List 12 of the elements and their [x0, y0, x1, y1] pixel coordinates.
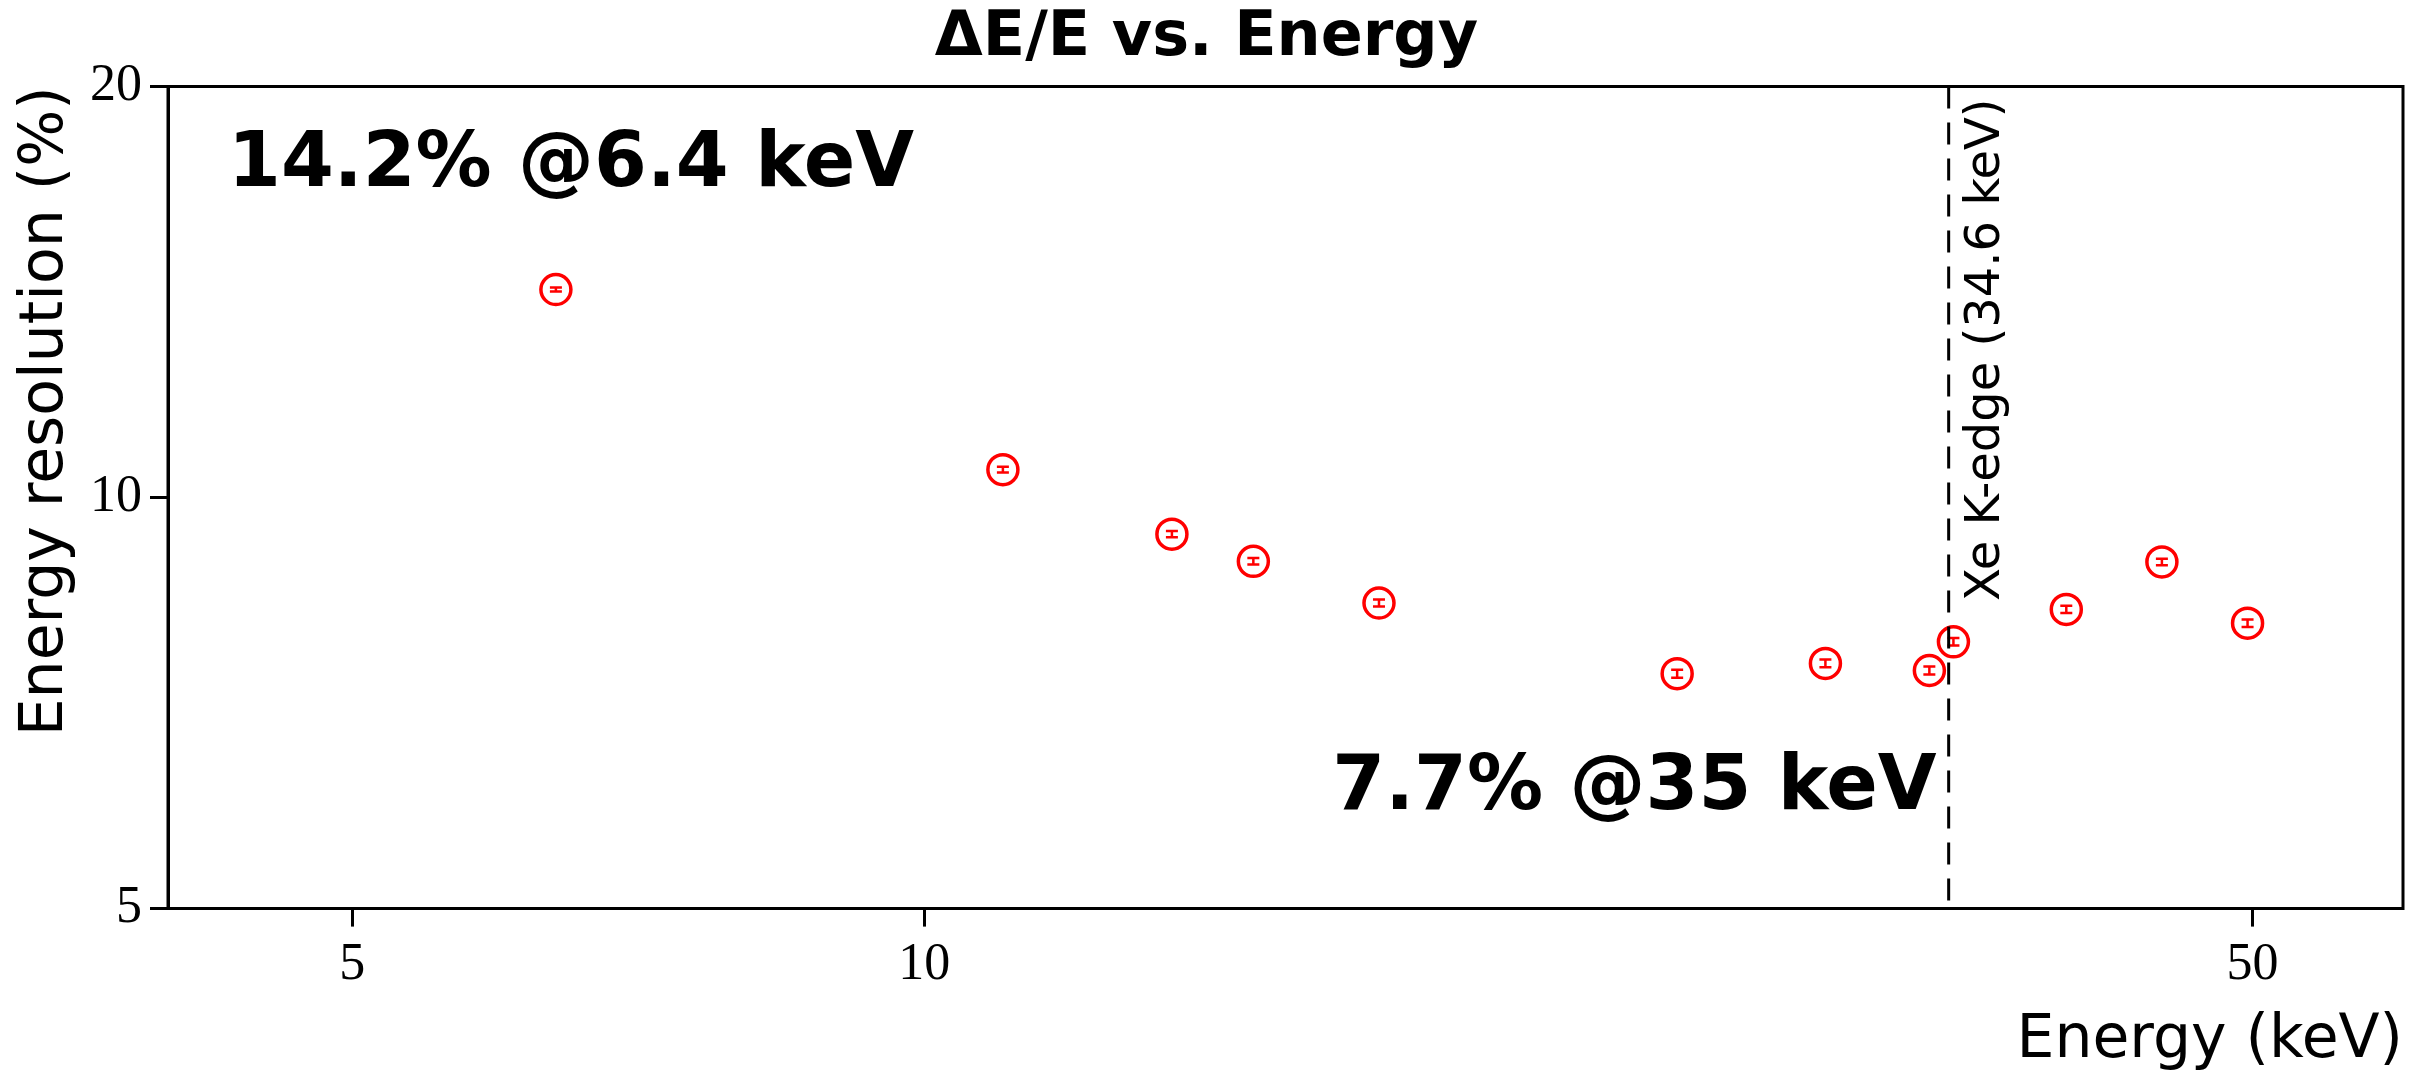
x-tick-label: 10	[898, 933, 951, 991]
y-tick-label: 20	[90, 54, 142, 112]
chart-title: ΔE/E vs. Energy	[934, 0, 1479, 71]
annotation: 14.2% @6.4 keV	[228, 115, 915, 205]
x-tick-label: 50	[2226, 933, 2279, 991]
y-axis-title: Energy resolution (%)	[5, 86, 76, 737]
x-tick-label: 5	[339, 933, 366, 991]
x-axis-title: Energy (keV)	[2016, 1000, 2403, 1071]
ref-line-label: Xe K-edge (34.6 keV)	[1954, 98, 2011, 601]
annotation: 7.7% @35 keV	[1332, 737, 1937, 827]
y-tick-label: 10	[90, 465, 142, 523]
y-tick-label: 5	[116, 876, 142, 934]
